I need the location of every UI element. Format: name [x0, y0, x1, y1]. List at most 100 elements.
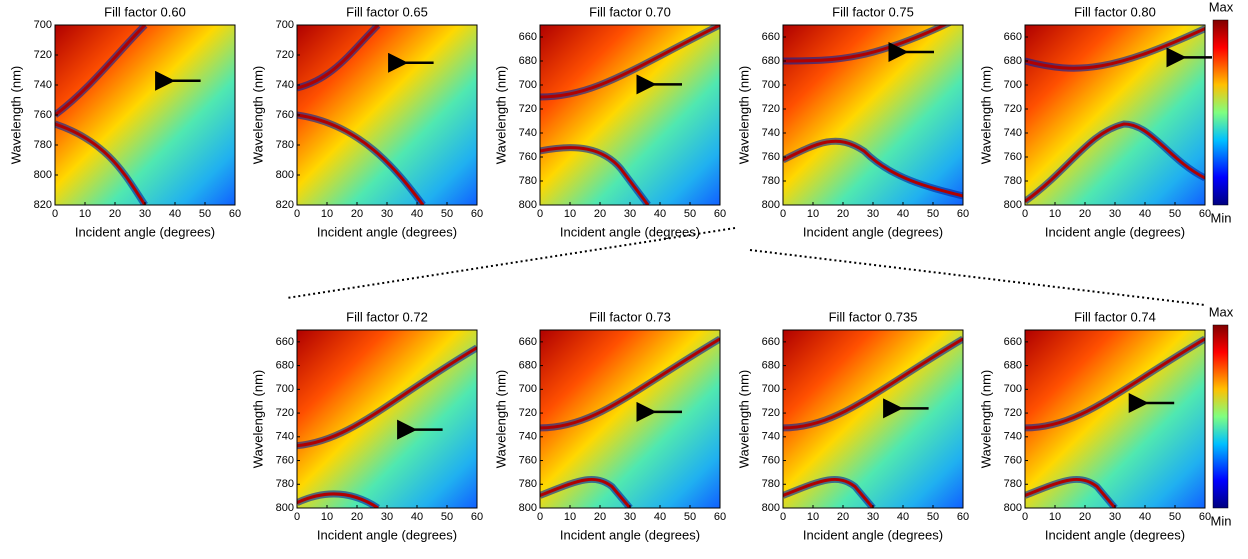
resonance-band: [1025, 122, 1205, 203]
x-tick-label: 50: [684, 208, 696, 220]
x-axis-label: Incident angle (degrees): [803, 527, 943, 542]
heatmap-image: [783, 25, 963, 205]
panel-title: Fill factor 0.80: [1074, 4, 1156, 19]
y-tick-label: 740: [519, 431, 537, 443]
x-tick-label: 30: [381, 511, 393, 523]
x-tick-label: 0: [537, 208, 543, 220]
resonance-band: [55, 25, 147, 117]
x-tick-label: 10: [79, 208, 91, 220]
zoom-line: [749, 249, 1206, 306]
heatmap-image: [540, 330, 720, 508]
x-tick-label: 40: [654, 208, 666, 220]
x-tick-label: 50: [441, 511, 453, 523]
y-tick-label: 660: [1004, 31, 1022, 43]
x-tick-label: 40: [897, 208, 909, 220]
resonance-band: [297, 492, 379, 508]
heatmap-background: [297, 25, 477, 205]
y-tick-label: 660: [762, 31, 780, 43]
x-tick-label: 20: [594, 511, 606, 523]
y-tick-label: 760: [276, 454, 294, 466]
y-tick-label: 680: [276, 360, 294, 372]
y-tick-label: 740: [276, 431, 294, 443]
y-tick-label: 660: [1004, 336, 1022, 348]
y-tick-label: 740: [762, 127, 780, 139]
y-tick-label: 800: [1004, 502, 1022, 514]
y-tick-label: 660: [762, 336, 780, 348]
x-tick-label: 20: [109, 208, 121, 220]
resonance-band: [783, 478, 875, 508]
x-tick-label: 60: [229, 208, 241, 220]
y-axis-label: Wavelength (nm): [736, 370, 751, 469]
x-axis-label: Incident angle (degrees): [75, 224, 215, 239]
x-tick-label: 30: [624, 511, 636, 523]
y-tick-label: 700: [519, 383, 537, 395]
y-tick-label: 740: [762, 431, 780, 443]
x-tick-label: 60: [957, 511, 969, 523]
y-axis-label: Wavelength (nm): [8, 66, 23, 165]
y-tick-label: 780: [34, 139, 52, 151]
heatmap: [1025, 25, 1212, 205]
y-tick-label: 700: [762, 383, 780, 395]
resonance-band: [540, 337, 720, 430]
x-tick-label: 30: [1109, 511, 1121, 523]
x-tick-label: 10: [1049, 208, 1061, 220]
x-tick-label: 50: [1169, 511, 1181, 523]
heatmap: [297, 330, 477, 508]
y-tick-label: 760: [762, 151, 780, 163]
colorbar-min-label: Min: [1211, 513, 1232, 528]
y-tick-label: 740: [276, 79, 294, 91]
colorbar-max-label: Max: [1209, 304, 1234, 319]
panel-title: Fill factor 0.735: [829, 309, 918, 324]
y-tick-label: 800: [34, 169, 52, 181]
resonance-band: [297, 25, 380, 90]
y-tick-label: 800: [762, 502, 780, 514]
y-tick-label: 760: [519, 454, 537, 466]
y-tick-label: 760: [1004, 454, 1022, 466]
y-tick-label: 680: [762, 55, 780, 67]
x-tick-label: 60: [1199, 511, 1211, 523]
heatmap-image: [783, 330, 963, 508]
x-tick-label: 10: [564, 208, 576, 220]
x-tick-label: 10: [807, 511, 819, 523]
y-tick-label: 780: [519, 175, 537, 187]
y-tick-label: 760: [1004, 151, 1022, 163]
resonance-band: [540, 25, 720, 99]
y-tick-label: 680: [519, 55, 537, 67]
y-tick-label: 780: [762, 478, 780, 490]
heatmap: [783, 330, 963, 508]
x-tick-label: 50: [1169, 208, 1181, 220]
y-tick-label: 800: [1004, 199, 1022, 211]
y-tick-label: 680: [762, 360, 780, 372]
x-tick-label: 60: [714, 511, 726, 523]
x-tick-label: 20: [1079, 511, 1091, 523]
y-tick-label: 760: [762, 454, 780, 466]
x-tick-label: 20: [837, 208, 849, 220]
y-tick-label: 700: [276, 383, 294, 395]
x-tick-label: 0: [1022, 208, 1028, 220]
y-tick-label: 740: [1004, 127, 1022, 139]
y-tick-label: 700: [762, 79, 780, 91]
resonance-band: [540, 478, 632, 508]
x-tick-label: 60: [714, 208, 726, 220]
panel-title: Fill factor 0.60: [104, 4, 186, 19]
y-tick-label: 820: [276, 199, 294, 211]
resonance-band: [1025, 27, 1205, 70]
y-tick-label: 740: [34, 79, 52, 91]
panel-title: Fill factor 0.65: [346, 4, 428, 19]
resonance-band: [297, 113, 425, 205]
y-tick-label: 700: [1004, 383, 1022, 395]
x-tick-label: 40: [897, 511, 909, 523]
x-axis-label: Incident angle (degrees): [803, 224, 943, 239]
y-tick-label: 660: [276, 336, 294, 348]
x-tick-label: 30: [139, 208, 151, 220]
y-tick-label: 800: [276, 169, 294, 181]
x-tick-label: 0: [537, 511, 543, 523]
x-tick-label: 10: [807, 208, 819, 220]
y-tick-label: 800: [276, 502, 294, 514]
x-tick-label: 0: [780, 511, 786, 523]
x-tick-label: 30: [867, 208, 879, 220]
y-axis-label: Wavelength (nm): [493, 370, 508, 469]
y-tick-label: 800: [519, 502, 537, 514]
heatmap: [540, 25, 720, 205]
x-axis-label: Incident angle (degrees): [560, 224, 700, 239]
